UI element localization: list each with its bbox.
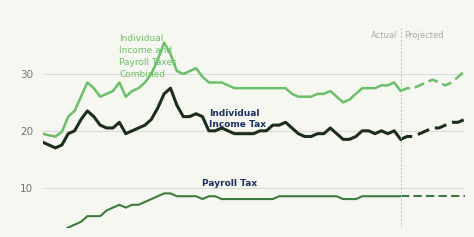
Text: Individual
Income and
Payroll Taxes
Combined: Individual Income and Payroll Taxes Comb…: [119, 34, 177, 78]
Text: Payroll Tax: Payroll Tax: [202, 179, 257, 188]
Text: Projected: Projected: [404, 31, 443, 40]
Text: Actual: Actual: [371, 31, 397, 40]
Text: Individual
Income Tax: Individual Income Tax: [209, 109, 266, 129]
